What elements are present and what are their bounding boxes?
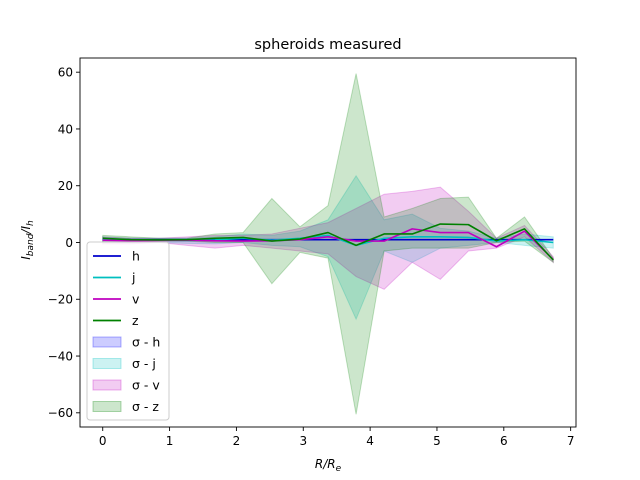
y-tick-label: 0 <box>65 236 73 250</box>
legend-label-z: z <box>132 313 139 328</box>
y-axis-label-sub-2: h <box>26 220 36 226</box>
x-tick-label: 2 <box>233 434 241 448</box>
legend-label-band-3: σ - v <box>132 378 160 393</box>
legend-label-h: h <box>132 249 140 264</box>
chart-title: spheroids measured <box>254 37 401 53</box>
x-tick-label: 7 <box>567 434 575 448</box>
x-tick-label: 6 <box>500 434 508 448</box>
x-tick-label: 4 <box>366 434 374 448</box>
legend-label-band-2: σ - j <box>132 356 156 371</box>
band-3 <box>102 186 554 290</box>
legend-label-v: v <box>132 292 140 307</box>
axes: 0 1 2 3 4 5 6 7 −60 −40 −20 0 20 40 60 <box>48 57 577 448</box>
y-tick-label: −60 <box>48 406 73 420</box>
legend-swatch-band-2 <box>92 358 122 369</box>
y-tick-label: 40 <box>58 122 73 136</box>
y-tick-label: −20 <box>48 293 73 307</box>
band-2 <box>102 174 554 321</box>
series-line-z <box>102 223 554 261</box>
legend-label-j: j <box>131 270 135 285</box>
x-tick-label: 0 <box>99 434 107 448</box>
legend-label-band-1: σ - h <box>132 335 160 350</box>
x-axis-label-main: R/R <box>315 457 336 471</box>
y-tick-label: 60 <box>58 65 73 79</box>
y-axis-label-main: I <box>19 256 33 260</box>
x-tick-label: 5 <box>433 434 441 448</box>
y-axis-label-sub-1: band <box>26 233 36 256</box>
band-4 <box>102 73 554 415</box>
plot-area <box>102 73 554 415</box>
x-axis-label: R/Re <box>315 457 342 474</box>
legend-swatch-band-4 <box>92 401 122 412</box>
legend-box <box>86 241 170 421</box>
legend-label-band-4: σ - z <box>132 399 159 414</box>
y-tick-label: 20 <box>58 179 73 193</box>
x-tick-label: 3 <box>299 434 307 448</box>
y-axis-label: Iband/Ih <box>19 220 36 260</box>
line-group <box>102 223 554 261</box>
y-tick-label: −40 <box>48 349 73 363</box>
x-tick-label: 1 <box>166 434 174 448</box>
legend-swatch-band-1 <box>92 336 122 348</box>
legend-swatch-band-3 <box>92 379 122 391</box>
x-axis-label-subscript: e <box>336 464 342 474</box>
y-axis-label-mid: /I <box>19 226 33 235</box>
